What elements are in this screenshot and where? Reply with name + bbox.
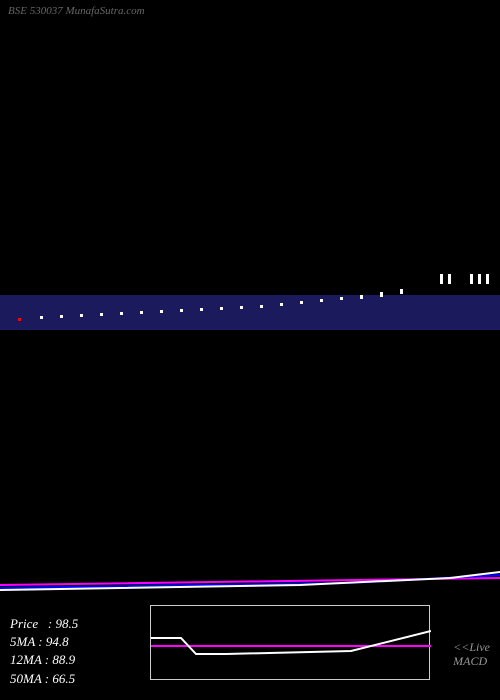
ma-lines-svg (0, 400, 500, 600)
candle (340, 297, 343, 300)
candle (448, 274, 451, 284)
candle (100, 313, 103, 316)
macd-label-2: MACD (453, 654, 487, 668)
stat-value: 88.9 (52, 652, 75, 667)
macd-label: <<Live MACD (453, 640, 490, 669)
macd-label-1: <<Live (453, 640, 490, 654)
candle (440, 274, 443, 284)
price-chart (0, 20, 500, 400)
marker-dot (18, 318, 21, 321)
candle (120, 312, 123, 315)
stat-price: Price : 98.5 (10, 615, 78, 633)
candle (180, 309, 183, 312)
candle (40, 316, 43, 319)
candle (470, 274, 473, 284)
macd-chart (150, 605, 430, 680)
candle (360, 295, 363, 299)
stat-label: Price (10, 616, 38, 631)
candle (260, 305, 263, 308)
candle (486, 274, 489, 284)
macd-svg (151, 606, 431, 681)
candle (478, 274, 481, 284)
candle (400, 289, 403, 294)
candle (220, 307, 223, 310)
candle (280, 303, 283, 306)
candle (240, 306, 243, 309)
candle (140, 311, 143, 314)
bottom-section: Price : 98.5 5MA : 94.8 12MA : 88.9 50MA… (0, 600, 500, 700)
macd-line (151, 631, 431, 654)
stat-value: 94.8 (46, 634, 69, 649)
stat-5ma: 5MA : 94.8 (10, 633, 78, 651)
candle (80, 314, 83, 317)
stat-value: 98.5 (56, 616, 79, 631)
candle (160, 310, 163, 313)
stat-label: 5MA (10, 634, 35, 649)
ma-chart (0, 400, 500, 600)
stats-block: Price : 98.5 5MA : 94.8 12MA : 88.9 50MA… (10, 615, 78, 688)
candle-area (0, 20, 500, 400)
candle (200, 308, 203, 311)
stat-12ma: 12MA : 88.9 (10, 651, 78, 669)
candle (380, 292, 383, 297)
stat-50ma: 50MA : 66.5 (10, 670, 78, 688)
chart-header: BSE 530037 MunafaSutra.com (8, 5, 145, 17)
candle (60, 315, 63, 318)
candle (300, 301, 303, 304)
candle (320, 299, 323, 302)
stat-label: 50MA (10, 671, 42, 686)
stat-value: 66.5 (52, 671, 75, 686)
stat-label: 12MA (10, 652, 42, 667)
